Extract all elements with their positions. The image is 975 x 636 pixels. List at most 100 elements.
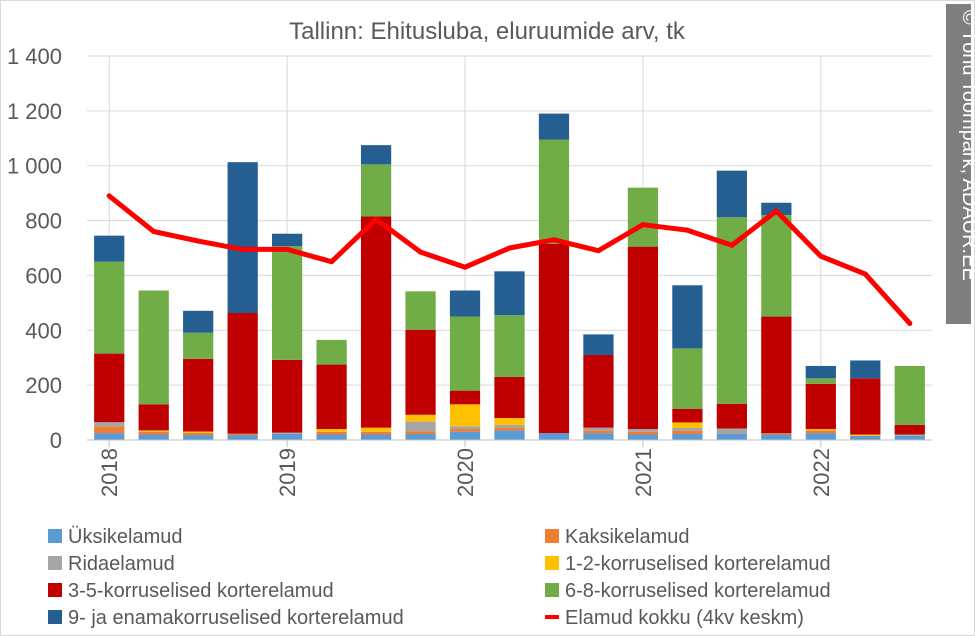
bar-segment <box>627 431 659 435</box>
y-tick-label: 400 <box>25 318 62 343</box>
watermark-background <box>946 4 971 324</box>
bar-segment <box>538 139 570 244</box>
bar-segment <box>94 426 125 434</box>
bar-segment <box>805 365 836 379</box>
x-tick-label: 2018 <box>97 448 122 497</box>
watermark-text: © Tõnu Toompark, ADAUR.EE <box>958 10 975 281</box>
bar-segment <box>94 353 125 423</box>
bar-segment <box>449 316 481 391</box>
bar-segment <box>627 434 659 440</box>
line-point <box>151 229 157 235</box>
x-tick-label: 2021 <box>631 448 656 497</box>
bar-segment <box>449 429 481 432</box>
legend-label: 9- ja enamakorruselised korterelamud <box>68 607 404 629</box>
bar-segment <box>716 217 747 404</box>
line-point <box>640 222 646 228</box>
y-axis-labels: 0 200 400 600 800 1 000 1 200 1 400 <box>7 44 62 453</box>
legend-swatch <box>545 583 559 597</box>
y-tick-label: 800 <box>25 209 62 234</box>
bar-segment <box>94 422 125 427</box>
bar-segment <box>894 434 925 436</box>
bar-segment <box>761 215 792 317</box>
bar-segment <box>316 364 347 430</box>
bar-segment <box>538 243 570 434</box>
bar-segment <box>538 433 570 440</box>
bar-segment <box>761 316 792 434</box>
bar-segment <box>405 329 436 415</box>
line-point <box>907 320 913 326</box>
line-point <box>284 246 290 252</box>
bar-segment <box>272 432 303 434</box>
bar-segment <box>316 434 347 440</box>
bar-segment <box>94 261 125 354</box>
x-axis: 2018 2019 2020 2021 2022 <box>87 439 932 497</box>
bar-segment <box>183 332 214 359</box>
bar-segment <box>183 431 214 433</box>
bar-segment <box>449 404 481 427</box>
legend-swatch <box>48 610 62 624</box>
bar-segment <box>405 431 436 434</box>
watermark: © Tõnu Toompark, ADAUR.EE <box>946 4 975 324</box>
bar-segment <box>360 434 392 440</box>
bar-segment <box>716 433 747 440</box>
bar-segment <box>494 315 525 377</box>
bar-segment <box>850 378 881 435</box>
x-tick-label: 2022 <box>809 448 834 497</box>
bar-segment <box>583 433 614 440</box>
bar-segment <box>672 348 703 409</box>
line-point <box>684 227 690 233</box>
bar-segment <box>627 187 659 247</box>
bar-segment <box>805 383 836 430</box>
line-point <box>106 193 112 199</box>
bar-segment <box>183 435 214 440</box>
legend-label: Üksikelamud <box>68 526 182 548</box>
bar-segment <box>894 435 925 440</box>
bar-segment <box>183 310 214 333</box>
bar-segment <box>449 426 481 430</box>
bar-segment <box>138 404 169 431</box>
bar-segment <box>138 434 169 440</box>
bar-segment <box>894 424 925 435</box>
legend-label: Elamud kokku (4kv keskm) <box>565 607 804 629</box>
bar-segment <box>316 339 347 365</box>
line-point <box>462 264 468 270</box>
bar-segment <box>583 427 614 431</box>
y-tick-label: 600 <box>25 263 62 288</box>
bar-segment <box>494 430 525 440</box>
bar-segment <box>272 246 303 360</box>
bar-segment <box>449 290 481 317</box>
legend-swatch <box>48 529 62 543</box>
bar-segment <box>494 418 525 425</box>
y-tick-label: 0 <box>50 428 62 453</box>
line-point <box>418 249 424 255</box>
line-point <box>729 242 735 248</box>
bar-segment <box>405 421 436 432</box>
bar-segment <box>316 431 347 435</box>
bar-segment <box>227 313 258 434</box>
bar-segment <box>316 429 347 432</box>
bar-segment <box>183 432 214 436</box>
bar-segment <box>672 427 703 431</box>
y-tick-label: 1 000 <box>7 154 62 179</box>
bar-segment <box>805 430 836 434</box>
line-point <box>595 248 601 254</box>
bar-segment <box>138 290 169 405</box>
x-tick-label: 2019 <box>275 448 300 497</box>
bar-segment <box>672 285 703 349</box>
bar-segment <box>850 360 881 379</box>
bar-segment <box>494 427 525 431</box>
bar-segment <box>227 433 258 436</box>
bar-segment <box>805 429 836 431</box>
line-point <box>240 246 246 252</box>
legend-swatch <box>48 583 62 597</box>
bar-segment <box>94 433 125 440</box>
bar-segment <box>716 428 747 434</box>
y-tick-label: 1 400 <box>7 44 62 69</box>
y-tick-label: 1 200 <box>7 99 62 124</box>
bar-segment <box>627 246 659 430</box>
bar-segment <box>405 414 436 422</box>
line-point <box>818 253 824 259</box>
line-point <box>373 216 379 222</box>
bar-segment <box>583 334 614 355</box>
